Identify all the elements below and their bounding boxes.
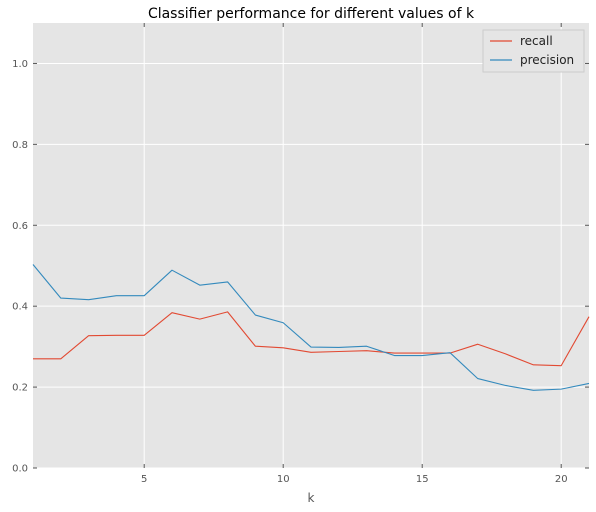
x-tick-label: 10 bbox=[277, 474, 290, 485]
legend-label-recall: recall bbox=[520, 34, 553, 48]
series-line-recall bbox=[33, 311, 590, 367]
x-tick-label: 15 bbox=[416, 474, 429, 485]
y-tick-label: 0.0 bbox=[12, 464, 28, 475]
y-tick-label: 0.4 bbox=[12, 302, 28, 313]
legend-label-precision: precision bbox=[520, 53, 574, 67]
y-tick-label: 1.0 bbox=[12, 59, 28, 70]
x-tick-label: 20 bbox=[555, 474, 568, 485]
x-tick-label: 5 bbox=[141, 474, 147, 485]
series-line-precision bbox=[32, 264, 590, 391]
legend: recall precision bbox=[482, 29, 585, 73]
x-axis-label: k bbox=[308, 491, 315, 505]
legend-box bbox=[482, 29, 585, 73]
series-layer bbox=[32, 264, 590, 391]
chart-title: Classifier performance for different val… bbox=[148, 6, 475, 22]
y-tick-label: 0.8 bbox=[12, 140, 28, 151]
y-tick-label: 0.6 bbox=[12, 221, 28, 232]
x-axis: 5 10 15 20 bbox=[141, 23, 568, 485]
y-axis: 0.0 0.2 0.4 0.6 0.8 1.0 bbox=[12, 59, 589, 475]
plot-area bbox=[33, 23, 589, 468]
y-tick-label: 0.2 bbox=[12, 383, 28, 394]
